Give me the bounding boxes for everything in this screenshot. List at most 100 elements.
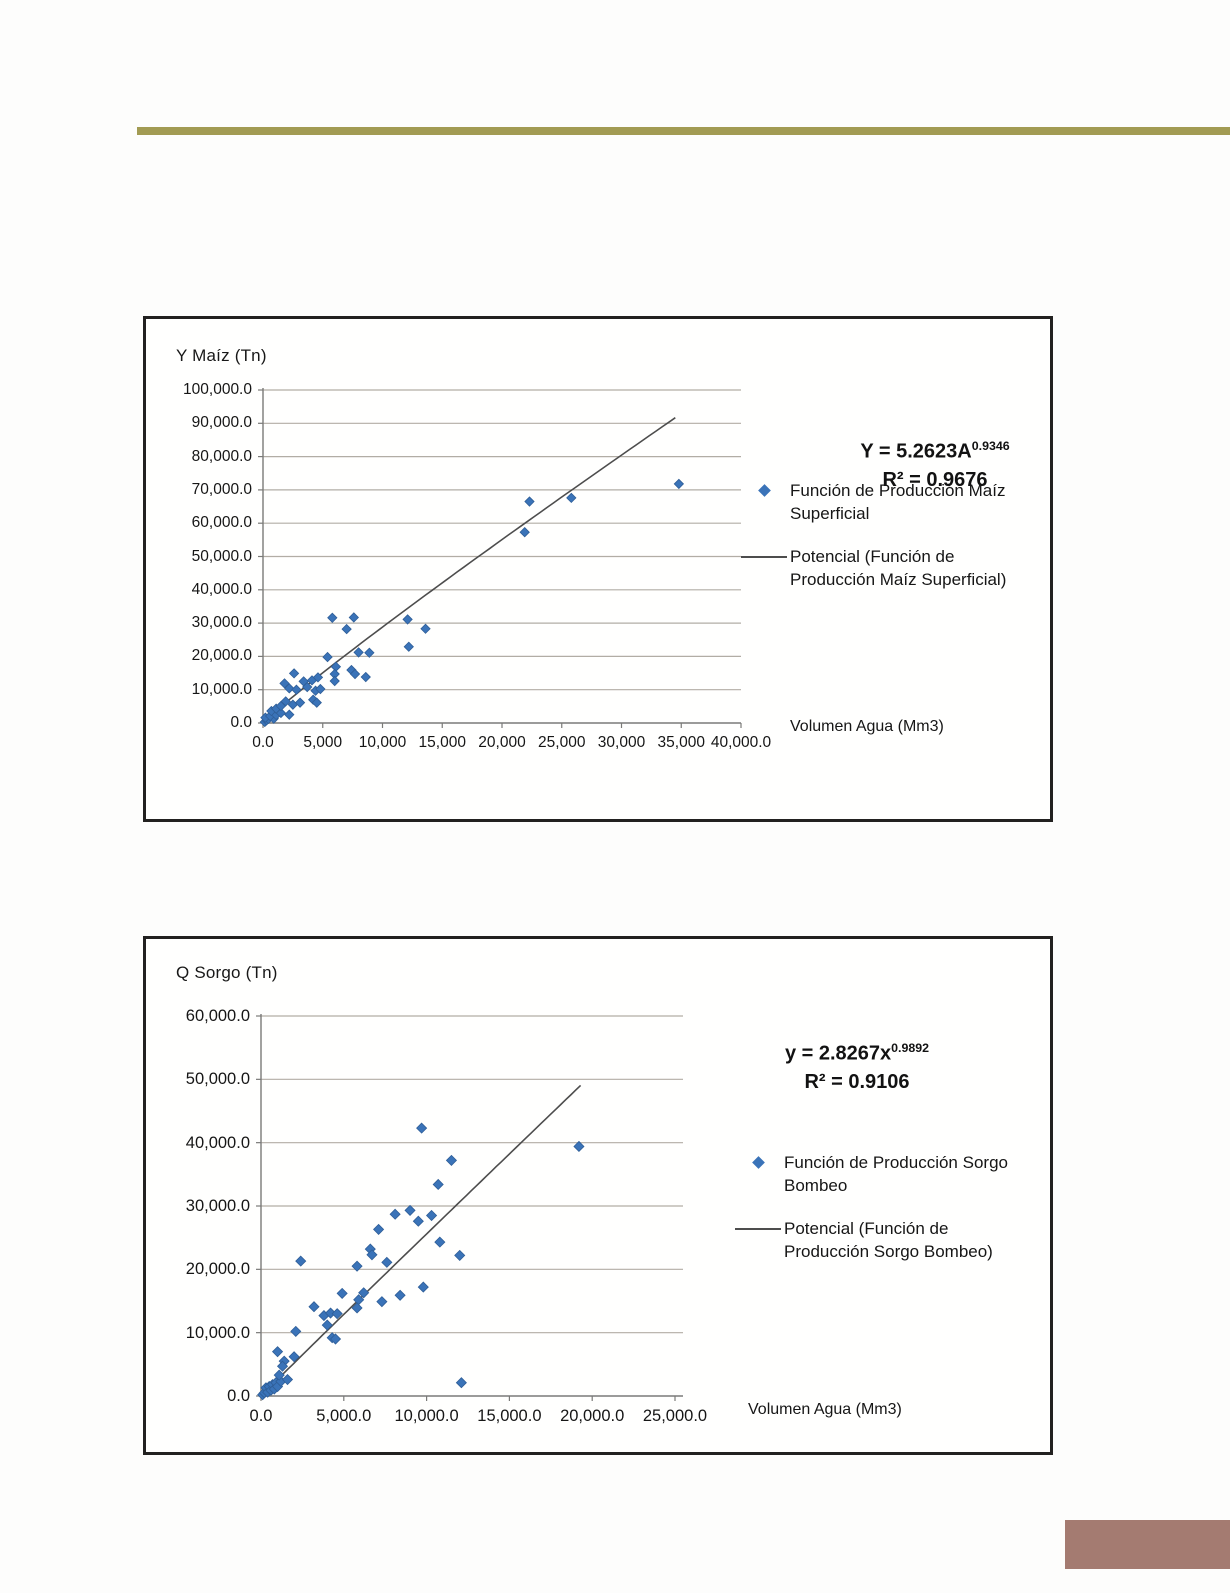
scatter-point bbox=[327, 612, 338, 623]
scatter-point bbox=[276, 1360, 289, 1372]
chart-legend: Función de Producción Maíz Superficial P… bbox=[738, 479, 1038, 611]
scatter-point bbox=[288, 1351, 300, 1363]
scatter-point bbox=[336, 1287, 348, 1299]
scatter-plot-sorgo bbox=[256, 1014, 683, 1401]
y-tick-label: 50,000.0 bbox=[185, 1070, 250, 1089]
chart-sorgo-bombeo: Q Sorgo (Tn) 60,000.0 50,000.0 40,000.0 30,… bbox=[143, 936, 1053, 1455]
scatter-point bbox=[376, 1296, 388, 1308]
chart-legend: Función de Producción Sorgo Bombeo Poten… bbox=[732, 1151, 1042, 1283]
power-trendline bbox=[262, 1084, 582, 1395]
y-tick-label: 60,000.0 bbox=[191, 514, 252, 532]
chart-area: Q Sorgo (Tn) 60,000.0 50,000.0 40,000.0 30,… bbox=[146, 939, 1050, 1452]
x-axis-title: Volumen Agua (Mm3) bbox=[790, 718, 944, 735]
scatter-point bbox=[420, 623, 431, 634]
y-tick-label: 0.0 bbox=[230, 714, 252, 731]
y-tick-label: 30,000.0 bbox=[191, 614, 252, 632]
scatter-point bbox=[279, 678, 290, 689]
legend-diamond-marker bbox=[732, 1151, 784, 1174]
scatter-point bbox=[351, 1260, 363, 1272]
equation-text: y = 2.8267x0.9892 bbox=[784, 1041, 930, 1065]
legend-item-trendline: Potencial (Función de Producción Maíz Su… bbox=[738, 545, 1038, 591]
scatter-point bbox=[573, 1140, 585, 1153]
scatter-point bbox=[348, 612, 359, 623]
scatter-point bbox=[360, 671, 371, 683]
legend-diamond-marker bbox=[738, 479, 790, 502]
power-trendline bbox=[264, 417, 676, 722]
scatter-point bbox=[284, 683, 295, 694]
legend-line-marker bbox=[732, 1217, 784, 1240]
x-tick-label: 35,000 bbox=[657, 734, 705, 751]
scatter-point bbox=[445, 1154, 458, 1166]
scatter-point bbox=[294, 697, 306, 708]
scatter-point bbox=[288, 668, 300, 679]
y-tick-label: 100,000.0 bbox=[183, 381, 252, 398]
legend-line-marker bbox=[738, 545, 790, 568]
x-tick-label: 30,000 bbox=[597, 734, 646, 751]
scatter-point bbox=[351, 1302, 363, 1314]
y-tick-label: 20,000.0 bbox=[191, 647, 252, 665]
scatter-point bbox=[366, 1249, 378, 1261]
scatter-point bbox=[454, 1249, 466, 1261]
scatter-point bbox=[381, 1256, 393, 1268]
scatter-point bbox=[273, 1369, 285, 1381]
scatter-point bbox=[284, 709, 295, 720]
scatter-point bbox=[295, 1255, 307, 1267]
x-tick-label: 25,000.0 bbox=[642, 1407, 708, 1425]
y-tick-label: 40,000.0 bbox=[185, 1133, 250, 1152]
scatter-point bbox=[353, 647, 364, 658]
y-tick-label: 30,000.0 bbox=[185, 1197, 250, 1215]
scatter-point bbox=[312, 672, 324, 683]
scatter-point bbox=[364, 647, 375, 658]
x-tick-label: 20,000.0 bbox=[560, 1407, 625, 1425]
x-tick-label: 0.0 bbox=[252, 734, 274, 751]
scatter-point bbox=[417, 1281, 429, 1293]
scatter-point bbox=[329, 675, 340, 687]
legend-item-series: Función de Producción Maíz Superficial bbox=[738, 479, 1038, 525]
legend-label: Función de Producción Sorgo Bombeo bbox=[784, 1153, 1008, 1195]
scatter-point bbox=[432, 1178, 444, 1191]
y-axis-title: Q Sorgo (Tn) bbox=[176, 963, 278, 982]
scatter-point bbox=[349, 668, 361, 680]
r-squared-text: R² = 0.9106 bbox=[804, 1070, 910, 1093]
scatter-point bbox=[673, 478, 685, 490]
scatter-point bbox=[331, 1308, 343, 1320]
scatter-point bbox=[389, 1208, 401, 1220]
y-tick-label: 80,000.0 bbox=[191, 447, 252, 465]
scatter-point bbox=[322, 651, 333, 663]
scatter-point bbox=[329, 1333, 342, 1345]
scatter-point bbox=[416, 1122, 428, 1134]
scatter-point bbox=[308, 1301, 320, 1313]
scatter-point bbox=[426, 1209, 438, 1222]
scatter-point bbox=[321, 1319, 333, 1331]
x-axis-title: Volumen Agua (Mm3) bbox=[748, 1401, 902, 1418]
x-tick-label: 25,000 bbox=[538, 734, 586, 751]
scatter-plot-maiz bbox=[258, 388, 742, 728]
trendline-equation: y = 2.8267x0.9892 R² = 0.9106 bbox=[686, 1041, 1028, 1094]
scatter-point bbox=[403, 641, 414, 652]
x-tick-label: 40,000.0 bbox=[710, 734, 772, 751]
legend-label: Potencial (Función de Producción Maíz Su… bbox=[790, 547, 1007, 589]
y-tick-label: 90,000.0 bbox=[191, 414, 252, 432]
scatter-point bbox=[341, 623, 352, 635]
legend-item-series: Función de Producción Sorgo Bombeo bbox=[732, 1151, 1042, 1197]
y-tick-label: 20,000.0 bbox=[185, 1260, 250, 1279]
y-tick-label: 10,000.0 bbox=[185, 1323, 250, 1342]
x-tick-label: 10,000 bbox=[358, 734, 407, 751]
scatter-point bbox=[358, 1287, 370, 1299]
scatter-point bbox=[281, 1373, 294, 1386]
x-tick-label: 10,000.0 bbox=[394, 1407, 459, 1425]
trendline-equation: Y = 5.2623A0.9346 R² = 0.9676 bbox=[764, 439, 1106, 492]
page-corner-decoration-block bbox=[1065, 1520, 1230, 1569]
scatter-point bbox=[566, 492, 577, 504]
y-tick-label: 10,000.0 bbox=[191, 680, 252, 698]
scatter-point bbox=[412, 1215, 424, 1227]
legend-label: Función de Producción Maíz Superficial bbox=[790, 481, 1006, 523]
scatter-point bbox=[302, 681, 313, 693]
legend-item-trendline: Potencial (Función de Producción Sorgo B… bbox=[732, 1217, 1042, 1263]
scatter-point bbox=[315, 683, 326, 695]
scatter-point bbox=[394, 1289, 406, 1301]
scatter-point bbox=[290, 1325, 302, 1337]
scatter-point bbox=[373, 1223, 385, 1235]
x-tick-label: 5,000.0 bbox=[316, 1407, 372, 1425]
